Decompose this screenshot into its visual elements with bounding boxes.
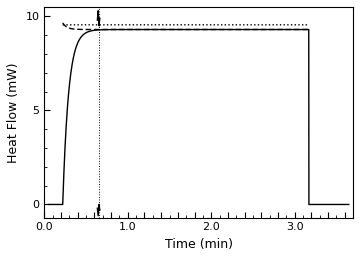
Y-axis label: Heat Flow (mW): Heat Flow (mW) [7,62,20,163]
X-axis label: Time (min): Time (min) [165,238,233,251]
